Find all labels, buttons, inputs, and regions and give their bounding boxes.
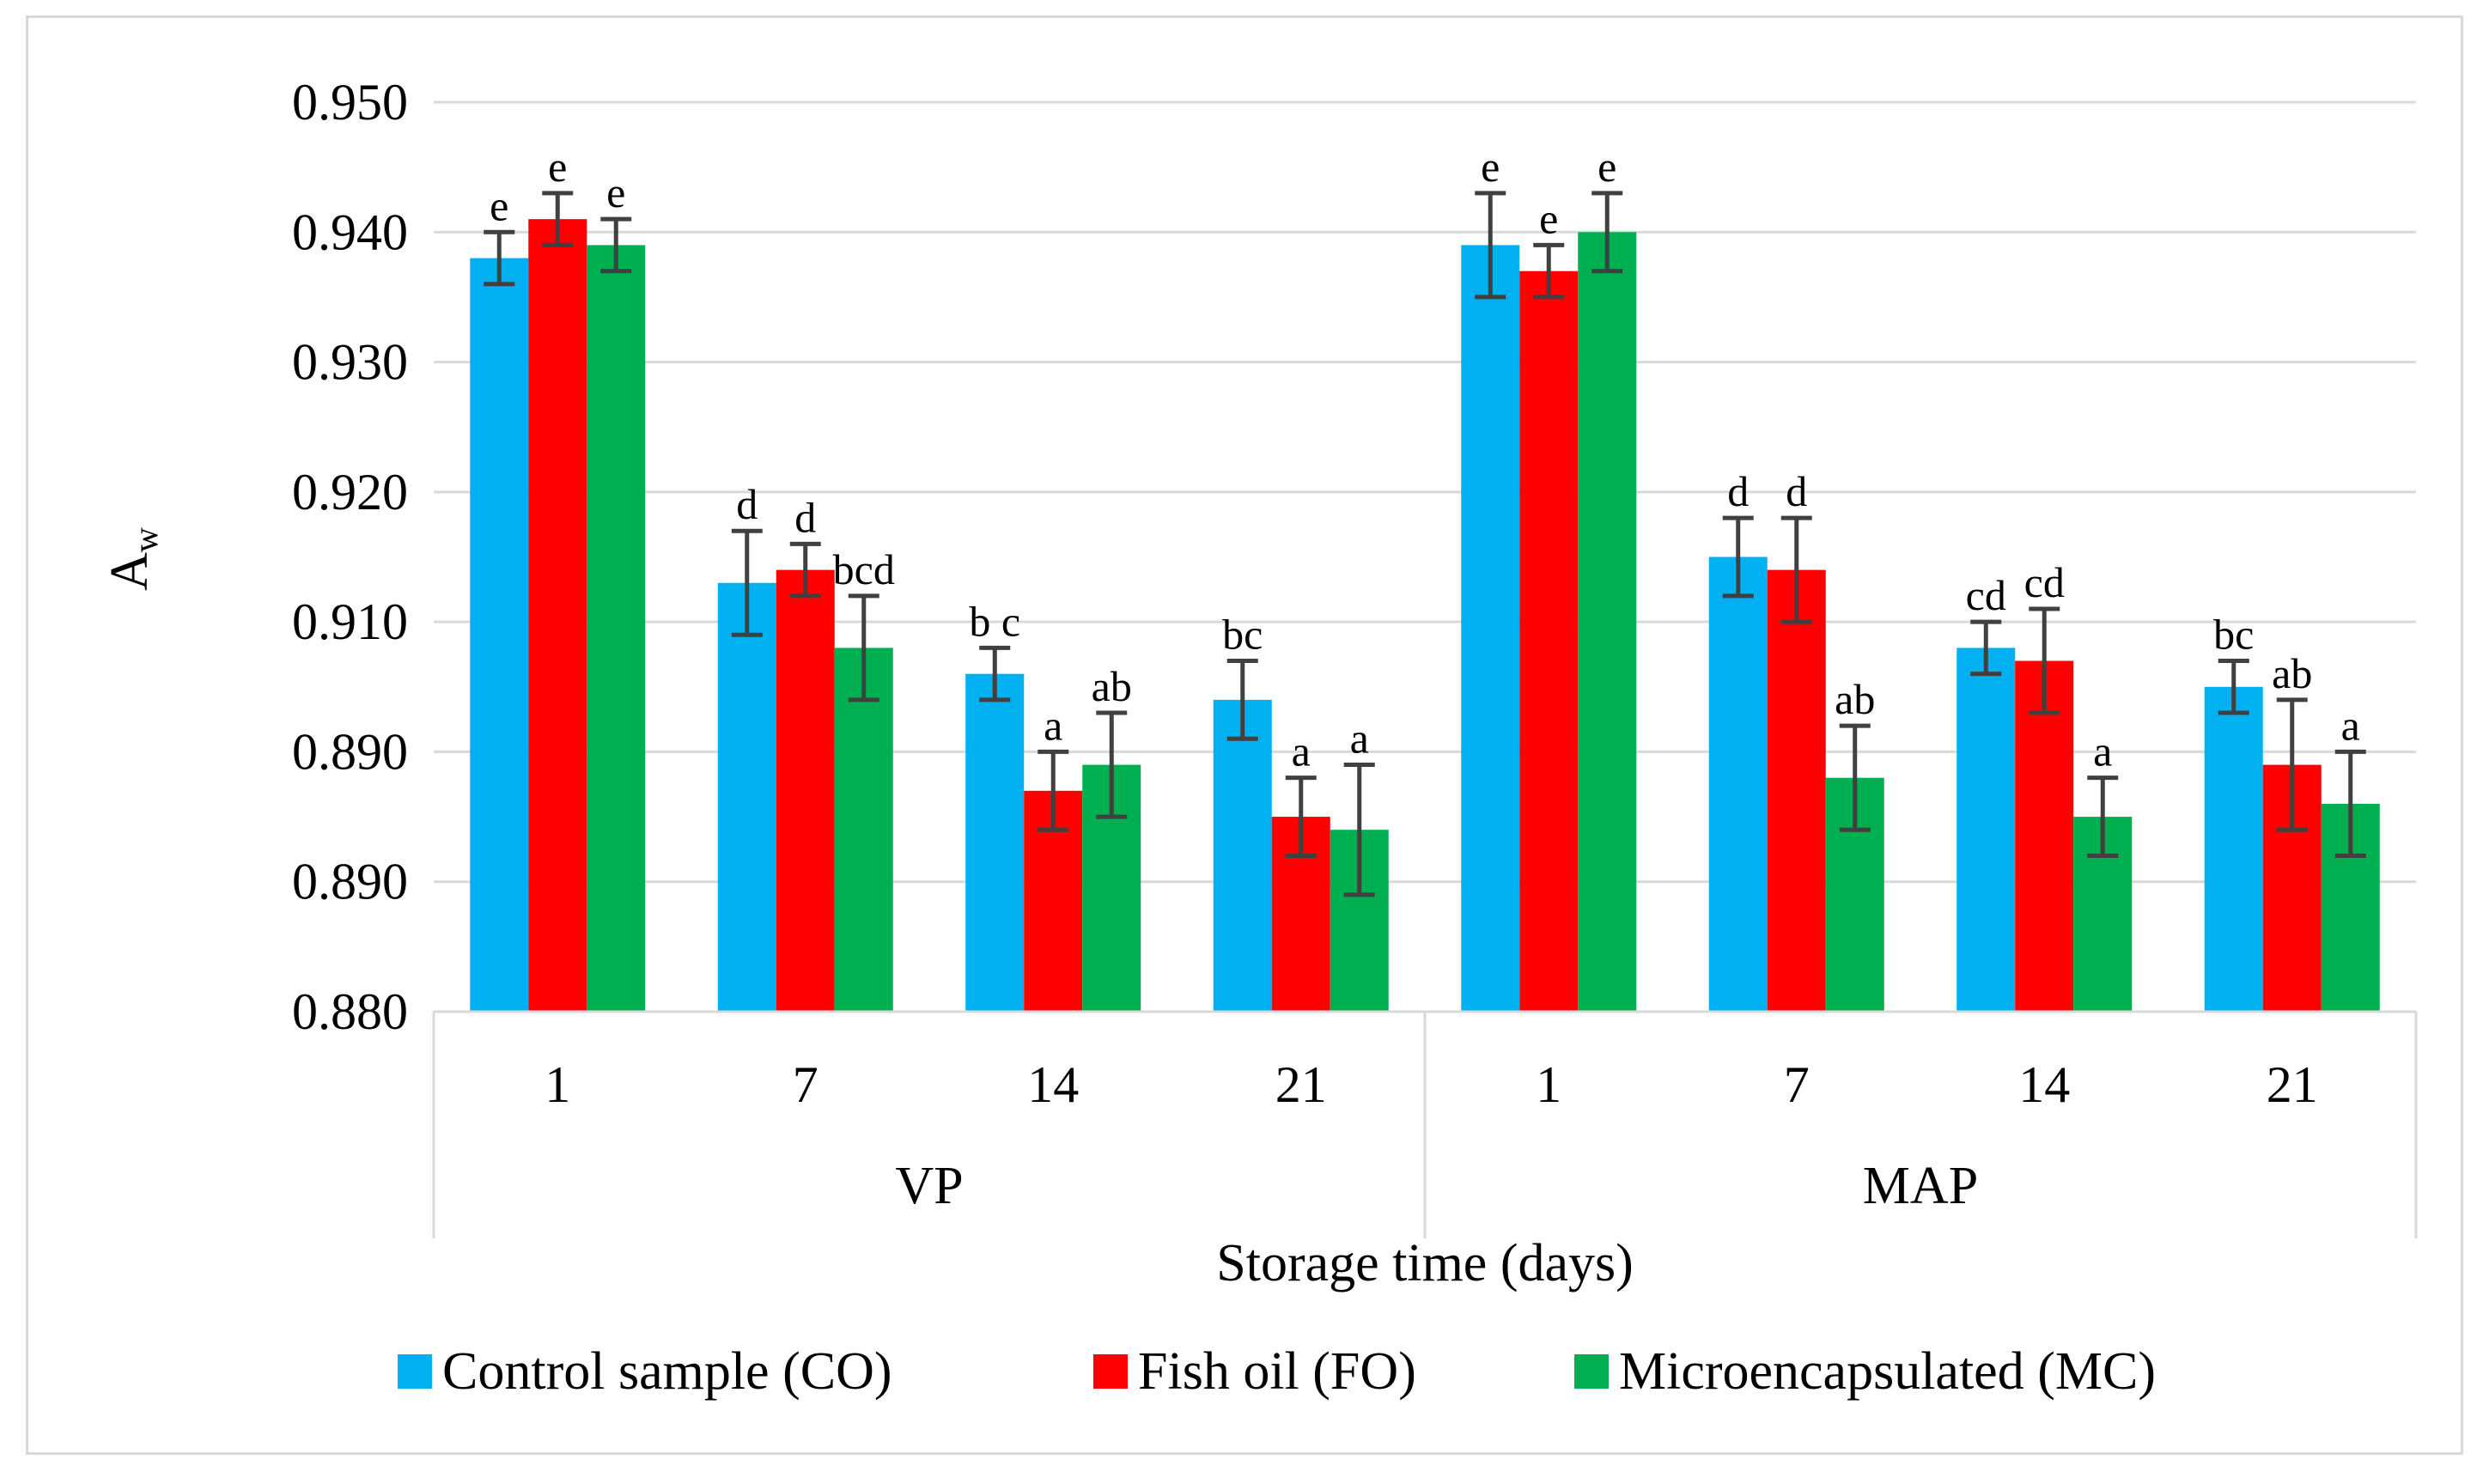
- bar: [965, 673, 1025, 1012]
- significance-label: a: [1292, 727, 1311, 775]
- significance-label: e: [1481, 143, 1500, 191]
- x-category-label: 7: [1784, 1056, 1810, 1113]
- y-axis-title-main: A: [100, 552, 159, 591]
- x-category-label: 1: [1536, 1056, 1561, 1113]
- legend-swatch: [1574, 1354, 1609, 1389]
- bar: [528, 219, 587, 1012]
- legend-label: Fish oil (FO): [1138, 1342, 1416, 1401]
- significance-label: d: [1727, 467, 1749, 515]
- x-axis-title: Storage time (days): [1216, 1234, 1634, 1292]
- y-axis-title: Aw: [100, 527, 165, 591]
- legend-label: Microencapsulated (MC): [1619, 1342, 2156, 1401]
- significance-label: e: [606, 168, 625, 216]
- significance-label: a: [2341, 701, 2360, 749]
- bar: [2204, 686, 2263, 1012]
- x-group-label: MAP: [1863, 1157, 1978, 1215]
- bars: [470, 219, 2380, 1013]
- x-axis: 1 7 14 21 VP 1 7 14 21 MAP: [432, 1010, 2418, 1238]
- significance-label: ab: [1835, 675, 1875, 723]
- significance-label: bc: [2213, 611, 2254, 659]
- significance-label: cd: [1966, 571, 2006, 619]
- bar: [1213, 699, 1272, 1012]
- significance-label: d: [794, 493, 816, 541]
- bar: [470, 258, 529, 1012]
- chart-svg: 0.880 0.890 0.890 0.910 0.920 0.930 0.940 0.950…: [100, 74, 2418, 1401]
- x-category-label: 7: [793, 1056, 819, 1113]
- significance-label: e: [1539, 194, 1558, 242]
- x-category-label: 21: [2267, 1056, 2318, 1113]
- bar: [776, 569, 835, 1012]
- error-bars: [484, 191, 2366, 897]
- chart-frame: 0.880 0.890 0.890 0.910 0.920 0.930 0.940 0.950…: [26, 15, 2463, 1455]
- y-tick-label: 0.950: [292, 74, 408, 131]
- legend-swatch: [1093, 1354, 1128, 1389]
- bar: [1767, 569, 1826, 1012]
- bar: [1957, 648, 2016, 1012]
- legend: Control sample (CO) Fish oil (FO) Microenc…: [398, 1342, 2156, 1401]
- significance-label: d: [1786, 467, 1807, 515]
- x-category-label: 14: [2018, 1056, 2070, 1113]
- y-tick-label: 0.910: [292, 593, 408, 650]
- significance-label: a: [1044, 701, 1062, 749]
- legend-label: Control sample (CO): [442, 1342, 892, 1401]
- y-tick-label: 0.920: [292, 464, 408, 520]
- y-axis-tick-labels: 0.880 0.890 0.890 0.910 0.920 0.930 0.940 0.950: [292, 74, 408, 1040]
- y-axis-title-subscript: w: [126, 527, 165, 552]
- significance-label: bc: [1222, 611, 1263, 659]
- bar: [1461, 245, 1520, 1012]
- y-tick-label: 0.940: [292, 204, 408, 260]
- significance-label: cd: [2024, 558, 2065, 606]
- bar: [1708, 556, 1768, 1012]
- significance-label: a: [2093, 727, 2112, 775]
- bar: [1578, 232, 1637, 1012]
- significance-label: b c: [969, 597, 1020, 645]
- x-group-label: VP: [895, 1157, 963, 1215]
- bar: [834, 648, 893, 1012]
- y-tick-label: 0.930: [292, 334, 408, 391]
- significance-label: e: [548, 143, 567, 191]
- y-tick-label: 0.890: [292, 723, 408, 780]
- significance-label: e: [1597, 143, 1616, 191]
- y-tick-label: 0.890: [292, 854, 408, 910]
- significance-label: ab: [2272, 649, 2312, 697]
- significance-label: d: [736, 480, 758, 528]
- legend-swatch: [398, 1354, 432, 1389]
- bar: [1519, 271, 1579, 1013]
- x-category-label: 21: [1275, 1056, 1327, 1113]
- x-category-label: 1: [545, 1056, 570, 1113]
- significance-label: e: [490, 181, 508, 229]
- bar: [2015, 660, 2074, 1012]
- bar: [587, 245, 646, 1012]
- significance-label: bcd: [833, 545, 895, 593]
- y-tick-label: 0.880: [292, 983, 408, 1040]
- bar: [717, 582, 776, 1012]
- x-category-label: 14: [1027, 1056, 1079, 1113]
- significance-label: ab: [1092, 662, 1132, 710]
- significance-label: a: [1350, 715, 1369, 763]
